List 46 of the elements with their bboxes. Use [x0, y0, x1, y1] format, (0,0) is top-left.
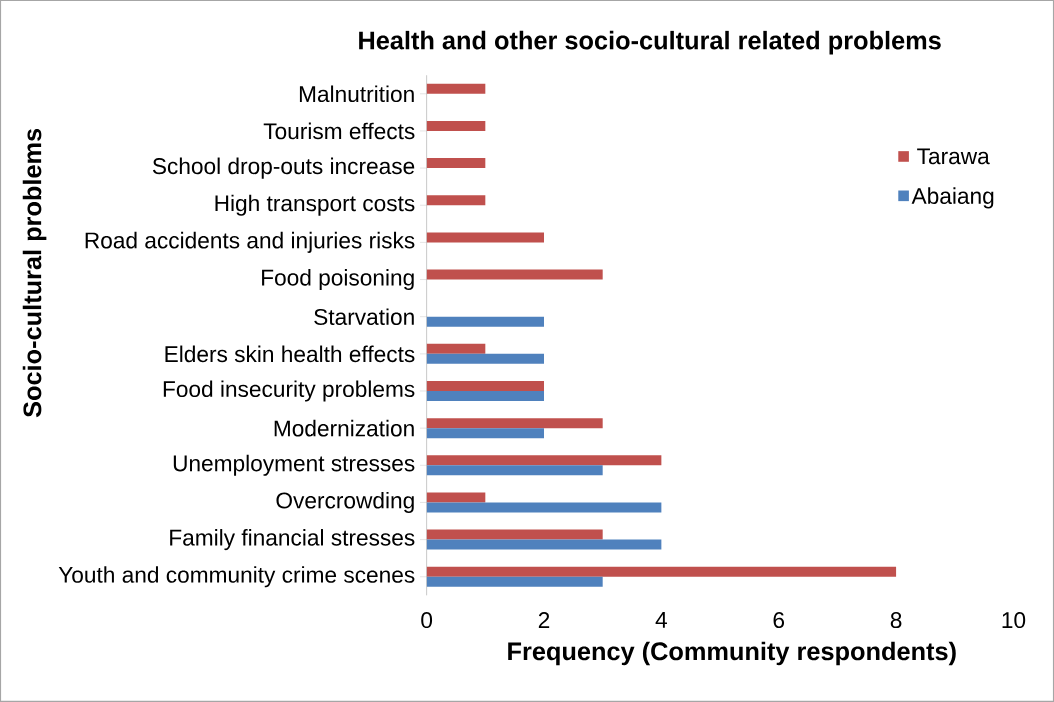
- x-tick-label: 6: [773, 612, 785, 629]
- x-tick-label: 4: [655, 612, 667, 628]
- y-tick-label: Family financial stresses: [170, 529, 415, 551]
- bar: [426, 343, 486, 354]
- y-tick-label: Modernization: [274, 419, 414, 437]
- y-tick-label: Food insecurity problems: [163, 380, 415, 402]
- legend-label: Tarawa: [917, 148, 990, 165]
- y-tick-label: Overcrowding: [276, 491, 414, 514]
- bar: [426, 418, 603, 429]
- bar: [426, 195, 486, 206]
- bar: [426, 539, 662, 550]
- bar: [426, 465, 603, 476]
- bar: [426, 120, 486, 131]
- x-tick-label: 8: [890, 612, 902, 629]
- legend-label: Abaiang: [911, 187, 994, 209]
- y-tick-label: Malnutrition: [299, 85, 414, 103]
- bar: [426, 353, 545, 364]
- bar: [426, 529, 603, 540]
- y-tick-label: Tourism effects: [263, 122, 415, 140]
- y-tick-label: Elders skin health effects: [165, 345, 415, 363]
- bar: [426, 269, 603, 280]
- x-tick-label: 10: [1002, 612, 1026, 629]
- bar: [426, 158, 486, 169]
- bar: [426, 576, 603, 587]
- y-axis-title: Socio-cultural problems: [22, 128, 47, 418]
- chart-title: Health and other socio-cultural related problems: [359, 30, 941, 55]
- bar: [426, 428, 545, 439]
- y-tick-label: Starvation: [314, 308, 414, 326]
- bar: [426, 391, 545, 402]
- y-tick-label: High transport costs: [215, 194, 415, 216]
- bar: [426, 83, 486, 94]
- y-tick-label: Youth and community crime scenes: [58, 566, 415, 588]
- bar: [426, 232, 545, 243]
- bar: [426, 455, 662, 466]
- bar: [426, 502, 662, 513]
- x-tick-label: 0: [421, 612, 433, 629]
- bar: [426, 566, 897, 577]
- bar: [426, 492, 486, 503]
- bar: [426, 316, 545, 327]
- y-tick-label: School drop-outs increase: [152, 157, 415, 179]
- y-tick-label: Road accidents and injuries risks: [85, 231, 415, 253]
- y-tick-label: Food poisoning: [262, 269, 414, 291]
- x-tick-label: 2: [538, 612, 550, 628]
- y-tick-label: Unemployment stresses: [173, 454, 415, 476]
- bar: [426, 381, 545, 392]
- x-axis-title: Frequency (Community respondents): [508, 641, 956, 666]
